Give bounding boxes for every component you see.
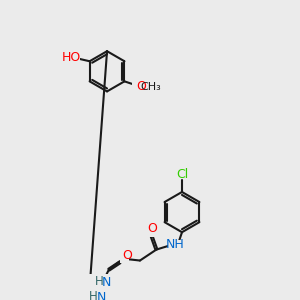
FancyBboxPatch shape <box>91 292 103 300</box>
Text: O: O <box>147 222 157 235</box>
Text: O: O <box>136 80 146 93</box>
FancyBboxPatch shape <box>120 254 129 263</box>
Text: N: N <box>101 276 111 289</box>
Text: HO: HO <box>62 51 81 64</box>
Text: Cl: Cl <box>176 168 188 181</box>
FancyBboxPatch shape <box>95 278 108 287</box>
FancyBboxPatch shape <box>63 53 80 62</box>
Text: N: N <box>97 291 106 300</box>
FancyBboxPatch shape <box>132 82 158 92</box>
Text: H: H <box>89 290 98 300</box>
FancyBboxPatch shape <box>147 228 156 237</box>
Text: CH₃: CH₃ <box>141 82 161 92</box>
FancyBboxPatch shape <box>168 240 181 250</box>
Text: NH: NH <box>165 238 184 251</box>
Text: O: O <box>122 250 132 262</box>
Text: H: H <box>95 275 104 288</box>
